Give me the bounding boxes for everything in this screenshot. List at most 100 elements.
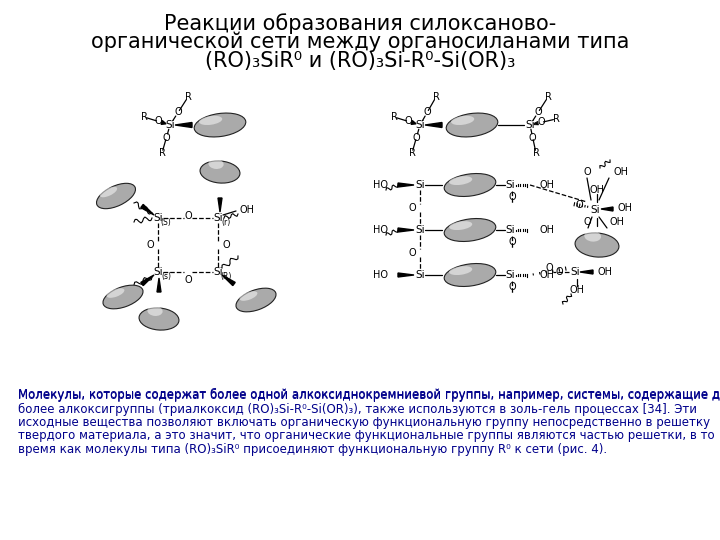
Text: O: O	[408, 203, 416, 213]
Text: Si: Si	[153, 267, 163, 277]
Text: HO: HO	[373, 225, 388, 235]
Polygon shape	[398, 228, 414, 232]
Ellipse shape	[139, 308, 179, 330]
Text: O: O	[423, 107, 431, 117]
Ellipse shape	[446, 113, 498, 137]
Polygon shape	[175, 123, 192, 127]
Text: O: O	[508, 237, 516, 247]
Text: R: R	[184, 92, 192, 102]
Ellipse shape	[148, 306, 163, 316]
Text: Si: Si	[165, 120, 175, 130]
Text: Si: Si	[415, 225, 425, 235]
Polygon shape	[601, 207, 613, 211]
Ellipse shape	[449, 221, 472, 230]
Text: Молекулы, которые содержат более одной алкоксиднокремниевой группы, например, си: Молекулы, которые содержат более одной а…	[18, 388, 720, 401]
Ellipse shape	[199, 116, 222, 125]
Text: твердого материала, а это значит, что органические функциональные группы являютс: твердого материала, а это значит, что ор…	[18, 429, 715, 442]
Ellipse shape	[449, 176, 472, 185]
Text: (S): (S)	[161, 219, 171, 227]
Polygon shape	[157, 278, 161, 292]
Text: исходные вещества позволяют включать органическую функциональную группу непосред: исходные вещества позволяют включать орг…	[18, 416, 710, 429]
Text: R: R	[140, 112, 148, 122]
Polygon shape	[398, 183, 414, 187]
Text: Si: Si	[213, 267, 222, 277]
Ellipse shape	[107, 288, 125, 298]
Text: O: O	[508, 192, 516, 202]
Text: Si: Si	[525, 120, 535, 130]
Ellipse shape	[444, 264, 496, 287]
Text: Si: Si	[505, 270, 515, 280]
Polygon shape	[411, 120, 416, 124]
Text: O: O	[583, 167, 591, 177]
Text: Si: Si	[505, 225, 515, 235]
Ellipse shape	[444, 173, 496, 197]
Ellipse shape	[449, 266, 472, 275]
Polygon shape	[218, 198, 222, 212]
Text: HO: HO	[373, 180, 388, 190]
Text: R: R	[552, 114, 559, 124]
Text: O: O	[534, 107, 542, 117]
Ellipse shape	[451, 116, 474, 125]
Ellipse shape	[96, 183, 135, 208]
Text: R: R	[390, 112, 397, 122]
Ellipse shape	[236, 288, 276, 312]
Text: (RO)₃SiR⁰ и (RO)₃Si-R⁰-Si(OR)₃: (RO)₃SiR⁰ и (RO)₃Si-R⁰-Si(OR)₃	[204, 51, 516, 71]
Text: OH: OH	[613, 167, 628, 177]
Text: O: O	[583, 217, 591, 227]
Ellipse shape	[194, 113, 246, 137]
Text: OH: OH	[617, 203, 632, 213]
Text: Si: Si	[213, 213, 222, 223]
Text: OH: OH	[597, 267, 612, 277]
Text: Si: Si	[590, 205, 600, 215]
Text: O: O	[538, 117, 546, 127]
Text: OH: OH	[609, 217, 624, 227]
Text: O: O	[155, 117, 162, 126]
Text: OH: OH	[540, 180, 555, 190]
Text: R: R	[533, 148, 539, 158]
Text: Si: Si	[505, 180, 515, 190]
Text: OH: OH	[540, 270, 555, 280]
Text: OH: OH	[570, 285, 585, 295]
Text: более алкоксигруппы (триалкоксид (RO)₃Si-R⁰-Si(OR)₃), также используются в золь-: более алкоксигруппы (триалкоксид (RO)₃Si…	[18, 402, 697, 416]
Text: O: O	[405, 117, 412, 126]
Text: O: O	[174, 107, 182, 117]
Text: органической сети между органосиланами типа: органической сети между органосиланами т…	[91, 32, 629, 52]
Text: OH: OH	[540, 225, 555, 235]
Polygon shape	[141, 205, 154, 215]
Text: O: O	[163, 133, 170, 143]
Ellipse shape	[103, 285, 143, 309]
Ellipse shape	[200, 161, 240, 183]
Text: Si: Si	[415, 120, 425, 130]
Polygon shape	[141, 275, 154, 286]
Text: OH: OH	[590, 185, 605, 195]
Polygon shape	[161, 120, 166, 124]
Text: OH: OH	[240, 205, 255, 215]
Text: O: O	[184, 211, 192, 221]
Ellipse shape	[585, 231, 601, 241]
Polygon shape	[222, 275, 235, 286]
Text: O: O	[508, 282, 516, 292]
Text: O: O	[146, 240, 154, 250]
Ellipse shape	[575, 233, 619, 257]
Text: O: O	[555, 267, 563, 277]
Ellipse shape	[240, 291, 258, 301]
Text: O: O	[413, 133, 420, 143]
Text: (r): (r)	[221, 219, 230, 227]
Text: R: R	[544, 92, 552, 102]
Text: Si: Si	[570, 267, 580, 277]
Text: R: R	[433, 92, 439, 102]
Text: R: R	[408, 148, 415, 158]
Text: время как молекулы типа (RO)₃SiR⁰ присоединяют функциональную группу R⁰ к сети (: время как молекулы типа (RO)₃SiR⁰ присое…	[18, 443, 607, 456]
Text: O: O	[222, 240, 230, 250]
Text: O: O	[408, 248, 416, 258]
Polygon shape	[425, 123, 442, 127]
Text: Реакции образования силоксаново-: Реакции образования силоксаново-	[164, 13, 556, 34]
Text: O: O	[529, 133, 536, 143]
Text: (s): (s)	[161, 273, 171, 281]
Text: HO: HO	[373, 270, 388, 280]
Ellipse shape	[209, 159, 224, 169]
Text: O: O	[575, 200, 582, 210]
Text: O: O	[545, 263, 553, 273]
Text: Молекулы, которые содержат более одной алкоксиднокремниевой группы, например, си: Молекулы, которые содержат более одной а…	[18, 389, 720, 402]
Text: O: O	[184, 275, 192, 285]
